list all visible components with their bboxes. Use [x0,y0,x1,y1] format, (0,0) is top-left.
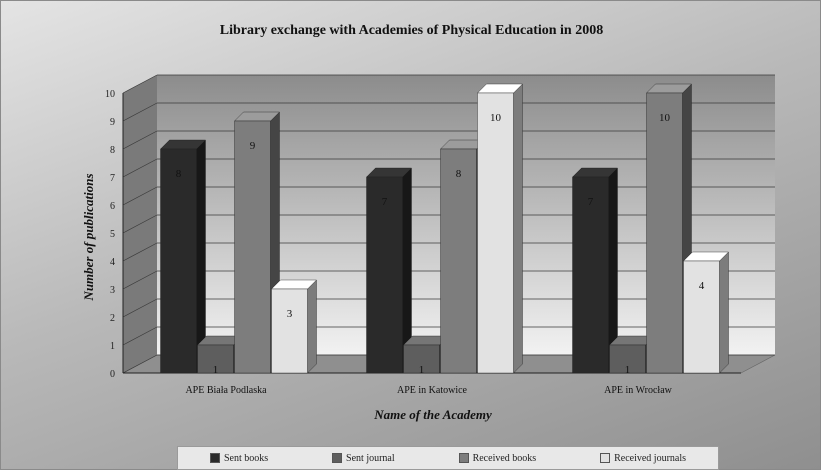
data-label: 7 [588,196,594,208]
bar-side [513,83,523,374]
y-tick-label: 2 [110,313,115,324]
gridline-side [122,354,158,374]
y-tick-label: 0 [110,369,115,380]
gridline-side [122,74,158,94]
data-label: 8 [456,168,462,180]
legend-swatch [458,453,469,463]
legend-label: Sent books [223,452,269,464]
gridline-side [122,130,158,150]
chart-title: Library exchange with Academies of Physi… [219,23,604,38]
bar-side [307,279,317,374]
y-tick-label: 10 [105,89,115,100]
data-label: 9 [250,140,256,152]
bar [160,148,197,374]
legend: Sent books Sent journal Received books Rece… [177,446,719,470]
x-tick-label: APE Biała Podlaska [185,385,267,396]
data-label: 1 [419,364,425,376]
legend-item: Received books [458,452,537,464]
data-label: 3 [287,308,293,320]
y-tick-label: 7 [110,173,115,184]
data-label: 8 [176,168,182,180]
y-tick-label: 5 [110,229,115,240]
bar-side [719,251,729,374]
y-tick-label: 9 [110,117,115,128]
bar-side [196,139,206,374]
y-tick-label: 1 [110,341,115,352]
y-tick-label: 4 [110,257,115,268]
bar [477,92,514,374]
bar [366,176,403,374]
bar [197,344,234,374]
bar [646,92,683,374]
legend-swatch [209,453,220,463]
bar [683,260,720,374]
bar [234,120,271,374]
gridline-side [122,270,158,290]
legend-swatch [600,453,611,463]
y-tick-label: 3 [110,285,115,296]
gridline-side [122,158,158,178]
gridline-side [122,298,158,318]
gridline-side [122,186,158,206]
legend-label: Received books [472,452,537,464]
bar [403,344,440,374]
y-tick-label: 8 [110,145,115,156]
bar [271,288,308,374]
legend-swatch [332,453,343,463]
data-label: 7 [382,196,388,208]
y-axis-label: Number of publications [81,173,96,301]
data-label: 10 [490,112,502,124]
bar [572,176,609,374]
bar [440,148,477,374]
gridline-side [122,102,158,122]
gridline-side [122,242,158,262]
gridline-side [122,326,158,346]
data-label: 10 [659,112,671,124]
bar [609,344,646,374]
y-tick-label: 6 [110,201,115,212]
x-tick-label: APE in Wrocław [604,385,673,396]
legend-label: Sent journal [346,452,395,464]
x-tick-label: APE in Katowice [397,385,468,396]
legend-label: Received journals [614,452,687,464]
legend-item: Sent books [209,452,269,464]
legend-item: Sent journal [332,453,395,464]
data-label: 1 [625,364,631,376]
legend-item: Received journals [600,453,686,464]
gridline-side [122,214,158,234]
data-label: 1 [213,364,219,376]
data-label: 4 [699,280,705,292]
x-axis-label: Name of the Academy [374,407,492,422]
